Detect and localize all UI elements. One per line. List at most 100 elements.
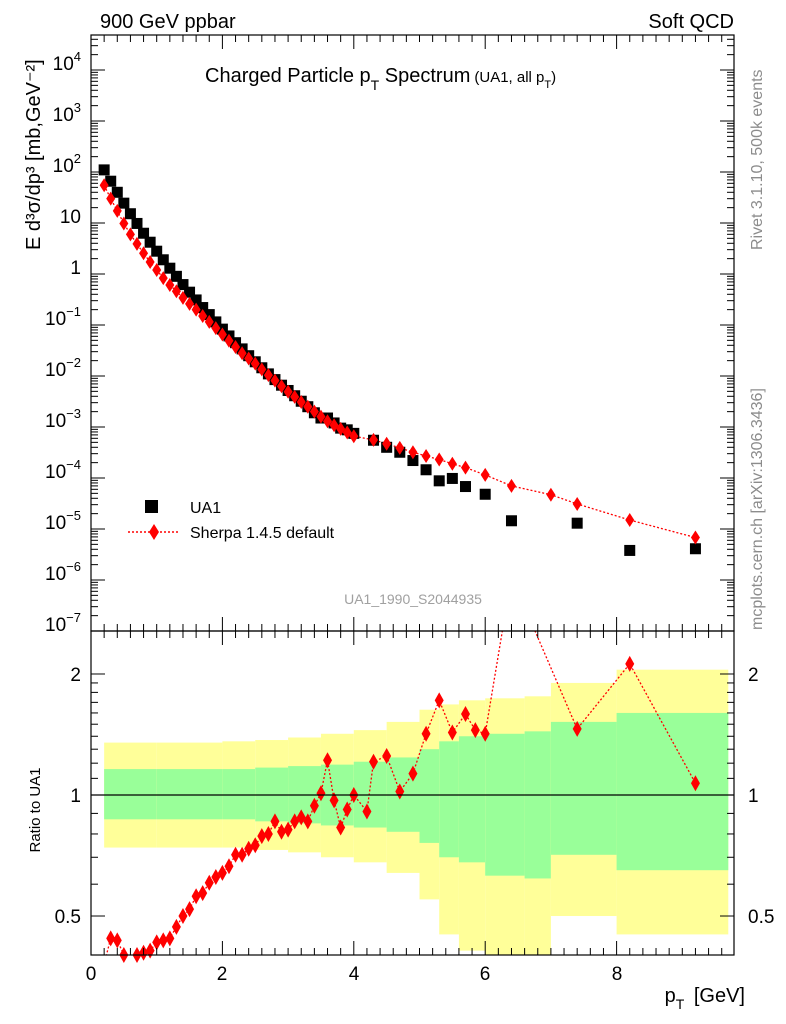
mc-point	[125, 227, 135, 242]
band-inner-bin	[419, 749, 440, 843]
data-point	[177, 279, 189, 291]
header-left: 900 GeV ppbar	[100, 11, 236, 33]
ratio-mc-point	[198, 885, 208, 902]
data-point	[124, 208, 136, 220]
mc-polyline	[103, 184, 696, 539]
mc-point	[191, 302, 201, 317]
y-tick-label: 10−1	[45, 304, 81, 330]
ratio-mc-point	[572, 720, 582, 737]
band-inner-bin	[104, 769, 157, 820]
legend-data-label: UA1	[190, 500, 221, 517]
data-point	[420, 464, 432, 476]
ratio-mc-point	[270, 813, 280, 830]
x-tick-label: 4	[349, 964, 360, 985]
ratio-tick-label-right: 2	[748, 665, 759, 686]
top-plot-frame	[90, 34, 735, 632]
ratio-plot-frame	[90, 630, 735, 956]
ratio-tick-label-right: 0.5	[748, 907, 774, 928]
ratio-tick-label-left: 1	[70, 786, 81, 807]
ratio-mc-point	[382, 748, 392, 765]
mc-point	[152, 262, 162, 277]
data-point	[105, 175, 117, 187]
mc-point	[185, 296, 195, 311]
ratio-mc-point	[165, 930, 175, 947]
ratio-mc-point	[106, 930, 116, 947]
band-inner-bin	[616, 712, 729, 871]
mc-point	[395, 440, 405, 455]
y-tick-label: 10−6	[45, 559, 81, 585]
ratio-mc-point	[145, 942, 155, 959]
mc-point	[198, 309, 208, 324]
ratio-mc-points	[106, 655, 700, 963]
x-tick-label: 0	[86, 964, 97, 985]
ratio-mc-point	[480, 725, 490, 742]
mc-point	[112, 203, 122, 218]
mc-point	[369, 432, 379, 447]
mc-point	[323, 414, 333, 429]
header-right: Soft QCD	[648, 11, 734, 33]
mc-point	[119, 216, 129, 231]
mc-point	[99, 178, 109, 193]
data-point	[151, 245, 163, 257]
y-tick-label: 10	[60, 207, 81, 228]
ratio-mc-point	[250, 837, 260, 854]
plot-title: Charged Particle pT Spectrum (UA1, all pT…	[205, 65, 556, 93]
mc-point	[224, 333, 234, 348]
band-inner-bin	[524, 731, 551, 879]
top-y-tick-labels: 104 103 102 10 1 10−1 10−2 10−3 10−4 10−…	[45, 49, 81, 636]
mcplots-label: mcplots.cern.ch [arXiv:1306.3436]	[749, 388, 766, 630]
mc-point	[171, 284, 181, 299]
data-point	[98, 164, 110, 176]
axis-ticks	[90, 35, 734, 955]
data-point	[131, 217, 143, 229]
ratio-mc-point	[690, 775, 700, 792]
legend-data-marker	[145, 500, 158, 513]
analysis-id: UA1_1990_S2044935	[344, 591, 482, 607]
mc-point	[204, 314, 214, 329]
y-tick-label: 10−2	[45, 355, 81, 381]
x-tick-label: 6	[480, 964, 491, 985]
ratio-mc-point	[178, 908, 188, 925]
mc-point	[237, 346, 247, 361]
data-point	[111, 186, 123, 198]
top-y-axis-label: E d³σ/dp³ [mb,GeV⁻²]	[23, 59, 45, 250]
mc-point	[316, 409, 326, 424]
mc-point	[158, 271, 168, 286]
mc-point	[145, 254, 155, 269]
mc-point	[349, 429, 359, 444]
mc-point	[139, 246, 149, 261]
ratio-mc-point	[408, 765, 418, 782]
mc-point	[263, 368, 273, 383]
mc-point	[277, 379, 287, 394]
ratio-tick-label-left: 0.5	[55, 907, 81, 928]
mc-point	[382, 436, 392, 451]
data-point	[118, 197, 130, 209]
x-tick-label: 2	[217, 964, 228, 985]
ratio-mc-point	[191, 888, 201, 905]
data-point	[479, 488, 491, 500]
mc-point	[270, 373, 280, 388]
mc-point	[434, 452, 444, 467]
ratio-mc-point	[309, 797, 319, 814]
ratio-mc-point	[362, 803, 372, 820]
mc-point	[211, 321, 221, 336]
ratio-mc-point	[342, 801, 352, 818]
mc-point	[283, 384, 293, 399]
mc-point	[165, 277, 175, 292]
y-tick-label: 10−5	[45, 508, 81, 534]
ratio-mc-point	[217, 864, 227, 881]
data-point	[197, 302, 209, 314]
ratio-mc-point	[231, 846, 241, 863]
mc-point	[257, 362, 267, 377]
mc-point	[546, 487, 556, 502]
mc-point	[244, 351, 254, 366]
data-point	[144, 236, 156, 248]
ratio-mc-point	[237, 846, 247, 863]
data-point	[571, 517, 583, 529]
data-point	[624, 544, 636, 556]
mc-point	[290, 389, 300, 404]
y-tick-label: 10−7	[45, 610, 81, 636]
ratio-mc-point	[257, 828, 267, 845]
data-points	[98, 164, 701, 556]
mc-point	[106, 191, 116, 206]
